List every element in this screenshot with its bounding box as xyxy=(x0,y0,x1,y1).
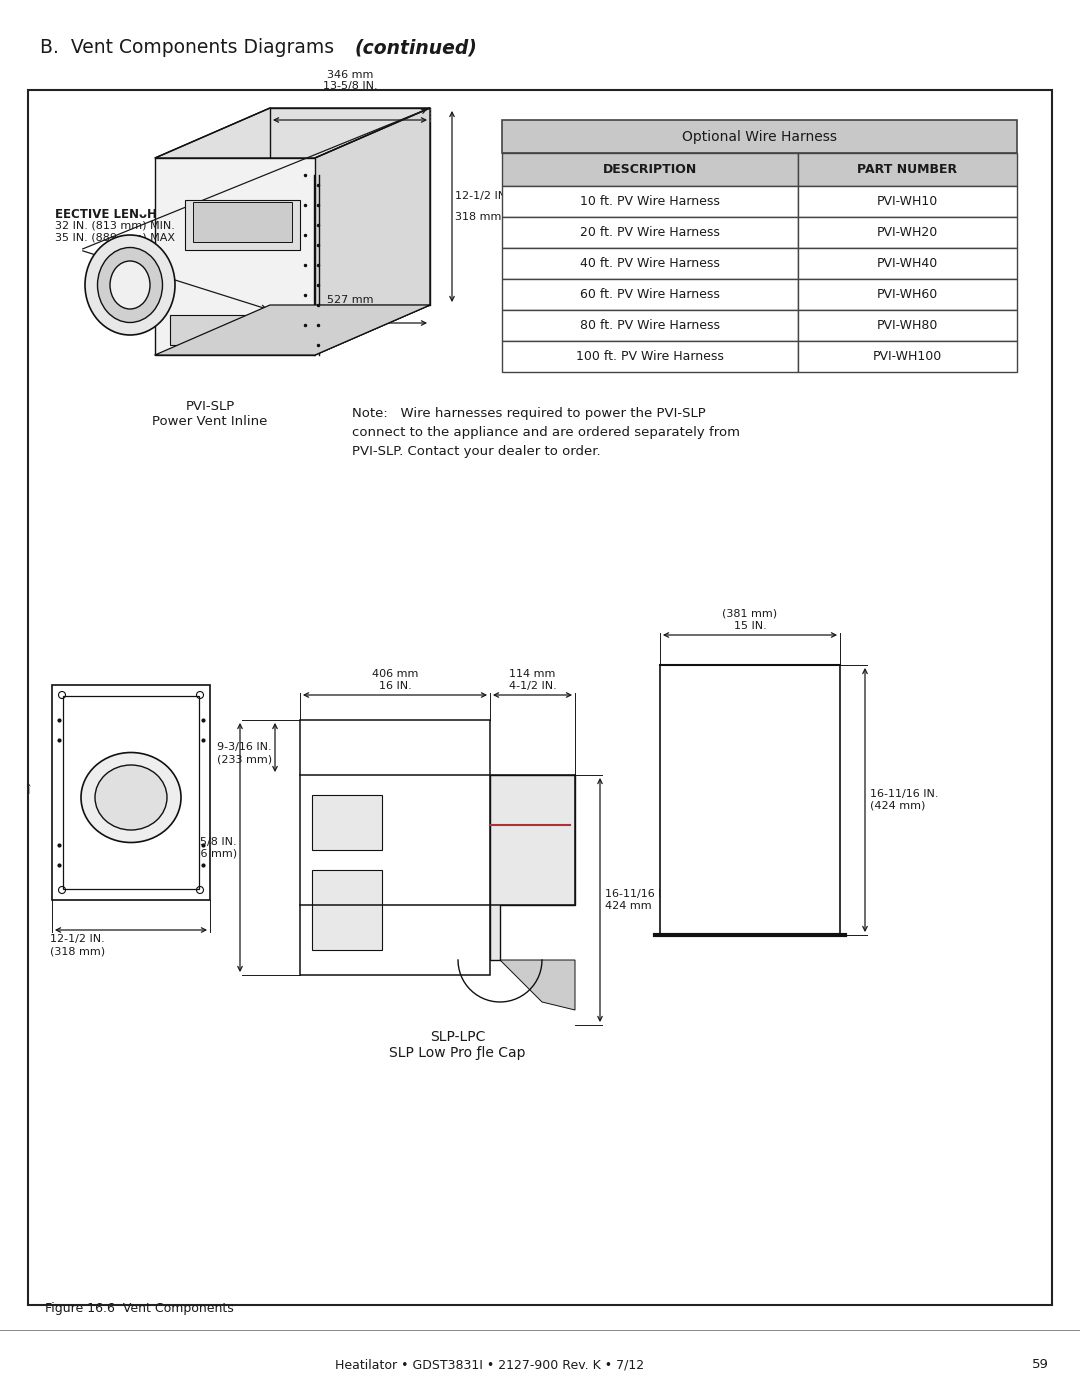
Text: (233 mm): (233 mm) xyxy=(217,754,272,766)
Text: PVI-SLP: PVI-SLP xyxy=(186,400,234,414)
Bar xyxy=(502,217,798,249)
Text: PVI-WH80: PVI-WH80 xyxy=(877,319,939,332)
Bar xyxy=(798,249,1017,279)
Bar xyxy=(52,685,210,900)
Text: EECTIVE LENᴗH: EECTIVE LENᴗH xyxy=(55,208,157,221)
Bar xyxy=(185,200,300,250)
Text: SLP Low Pro ƒle Cap: SLP Low Pro ƒle Cap xyxy=(389,1046,526,1060)
Text: 20 ft. PV Wire Harness: 20 ft. PV Wire Harness xyxy=(580,226,720,239)
Text: (continued): (continued) xyxy=(355,38,477,57)
Polygon shape xyxy=(156,158,315,355)
Text: (381 mm): (381 mm) xyxy=(723,609,778,619)
Text: 13-5/8 IN.: 13-5/8 IN. xyxy=(323,81,377,91)
Text: 15 IN.: 15 IN. xyxy=(733,622,767,631)
Bar xyxy=(798,279,1017,310)
Text: 16 IN.: 16 IN. xyxy=(379,680,411,692)
Text: B.  Vent Components Diagrams: B. Vent Components Diagrams xyxy=(40,38,334,57)
Text: SLP-LPC: SLP-LPC xyxy=(430,1030,485,1044)
Bar xyxy=(312,795,382,849)
Text: 35 IN. (889 mm) MAX: 35 IN. (889 mm) MAX xyxy=(55,233,175,243)
Text: (346 mm): (346 mm) xyxy=(181,848,237,859)
Text: 32 IN. (813 mm) MIN.: 32 IN. (813 mm) MIN. xyxy=(55,221,175,231)
Bar xyxy=(798,310,1017,341)
Text: 318 mm: 318 mm xyxy=(455,212,501,222)
Bar xyxy=(502,154,798,186)
Bar xyxy=(502,310,798,341)
Text: Power Vent Inline: Power Vent Inline xyxy=(152,415,268,427)
Text: (424 mm): (424 mm) xyxy=(870,800,926,812)
Text: Note:   Wire harnesses required to power the PVI-SLP
connect to the appliance an: Note: Wire harnesses required to power t… xyxy=(352,407,740,458)
Bar xyxy=(502,279,798,310)
Ellipse shape xyxy=(81,753,181,842)
Text: 424 mm: 424 mm xyxy=(605,901,651,911)
Text: 60 ft. PV Wire Harness: 60 ft. PV Wire Harness xyxy=(580,288,720,300)
Bar xyxy=(312,870,382,950)
Bar xyxy=(502,120,1017,154)
Text: 12-1/2 IN.: 12-1/2 IN. xyxy=(455,190,510,201)
Text: PVI-WH100: PVI-WH100 xyxy=(873,351,942,363)
Ellipse shape xyxy=(85,235,175,335)
Bar xyxy=(502,186,798,217)
Polygon shape xyxy=(156,305,430,355)
Polygon shape xyxy=(315,108,430,355)
Text: 527 mm: 527 mm xyxy=(327,295,374,305)
Text: 346 mm: 346 mm xyxy=(327,70,374,80)
Bar xyxy=(502,341,798,372)
Text: 13-5/8 IN.: 13-5/8 IN. xyxy=(183,837,237,847)
Text: 12-1/2 IN.: 12-1/2 IN. xyxy=(50,935,105,944)
Text: (318 mm): (318 mm) xyxy=(50,946,105,956)
Text: 114 mm: 114 mm xyxy=(510,669,556,679)
Bar xyxy=(798,217,1017,249)
Text: 9-3/16 IN.: 9-3/16 IN. xyxy=(217,742,272,752)
Polygon shape xyxy=(490,775,575,960)
Bar xyxy=(798,154,1017,186)
Bar xyxy=(193,203,292,242)
Bar xyxy=(798,341,1017,372)
Ellipse shape xyxy=(110,261,150,309)
Bar xyxy=(300,719,490,975)
Text: PVI-WH60: PVI-WH60 xyxy=(877,288,939,300)
Text: 16-11/16 IN.: 16-11/16 IN. xyxy=(870,789,939,799)
Text: PART NUMBER: PART NUMBER xyxy=(858,163,958,176)
Text: Optional Wire Harness: Optional Wire Harness xyxy=(681,130,837,144)
Text: 20-3/4 IN.: 20-3/4 IN. xyxy=(323,306,377,316)
Text: PVI-WH20: PVI-WH20 xyxy=(877,226,939,239)
Bar xyxy=(63,696,199,888)
Text: 10 ft. PV Wire Harness: 10 ft. PV Wire Harness xyxy=(580,196,720,208)
Text: 59: 59 xyxy=(1031,1358,1049,1370)
Text: Figure 16.6  Vent Components: Figure 16.6 Vent Components xyxy=(45,1302,233,1315)
Bar xyxy=(502,249,798,279)
Text: 406 mm: 406 mm xyxy=(372,669,418,679)
Text: Heatilator • GDST3831I • 2127-900 Rev. K • 7/12: Heatilator • GDST3831I • 2127-900 Rev. K… xyxy=(336,1358,645,1370)
Text: 100 ft. PV Wire Harness: 100 ft. PV Wire Harness xyxy=(576,351,724,363)
Bar xyxy=(170,314,305,345)
Text: PVI-WH40: PVI-WH40 xyxy=(877,257,939,270)
Bar xyxy=(660,665,840,935)
Text: PVI-WH10: PVI-WH10 xyxy=(877,196,939,208)
Bar xyxy=(28,89,1052,1305)
Text: 40 ft. PV Wire Harness: 40 ft. PV Wire Harness xyxy=(580,257,720,270)
Text: 16-11/16 IN.: 16-11/16 IN. xyxy=(605,888,674,900)
Polygon shape xyxy=(156,108,430,158)
Text: î: î xyxy=(26,784,30,796)
Text: DESCRIPTION: DESCRIPTION xyxy=(603,163,697,176)
Ellipse shape xyxy=(97,247,162,323)
Text: 80 ft. PV Wire Harness: 80 ft. PV Wire Harness xyxy=(580,319,720,332)
Polygon shape xyxy=(500,960,575,1010)
Bar xyxy=(798,186,1017,217)
Text: 4-1/2 IN.: 4-1/2 IN. xyxy=(509,680,556,692)
Ellipse shape xyxy=(95,766,167,830)
Polygon shape xyxy=(156,108,430,158)
